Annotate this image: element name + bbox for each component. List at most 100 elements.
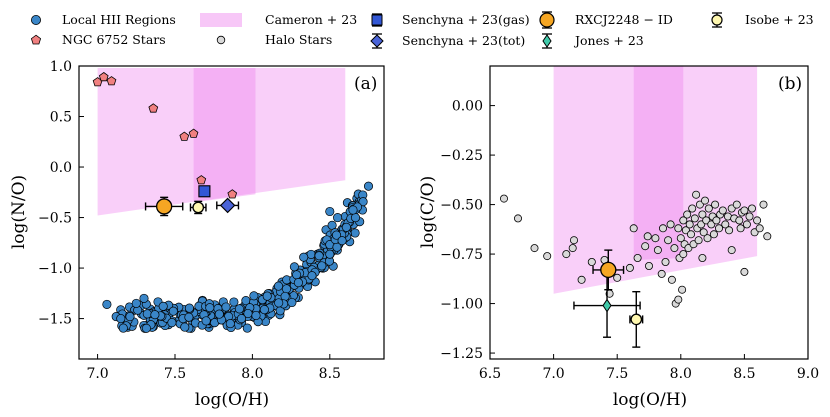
panel-b-ytick-label-1: −0.25 — [440, 148, 483, 164]
legend-marker-senchyna-gas — [371, 14, 383, 26]
halo-star — [745, 212, 754, 221]
halo-star — [701, 196, 710, 205]
panel-b-ytick-label-0: 0.00 — [452, 99, 483, 115]
legend-item-halo: Halo Stars — [216, 32, 332, 47]
halo-star — [694, 236, 703, 245]
halo-star — [651, 234, 660, 243]
legend-marker-jones — [542, 34, 552, 48]
hii-region-point — [141, 323, 151, 333]
halo-star — [718, 206, 727, 215]
panel-b-xtick-label-4: 8.5 — [733, 366, 755, 382]
panel-b-xtick-label-2: 7.5 — [606, 366, 628, 382]
legend-label-jones: Jones + 23 — [573, 33, 644, 48]
legend-item-ngc: NGC 6752 Stars — [30, 32, 166, 47]
hii-region-point — [214, 309, 224, 319]
halo-star — [698, 210, 707, 219]
hii-region-point — [184, 312, 194, 322]
hii-region-point — [280, 291, 290, 301]
hii-region-point — [331, 230, 342, 240]
senchyna-gas-point — [198, 185, 211, 198]
hii-region-point — [293, 278, 303, 288]
hii-region-point — [251, 310, 261, 321]
rxcj2248-point — [156, 198, 173, 215]
halo-star — [699, 228, 708, 237]
hii-region-point — [125, 312, 135, 322]
halo-star — [740, 267, 749, 276]
panel-b-ylabel: log(C/O) — [418, 176, 438, 249]
ngc6752-star — [148, 103, 159, 113]
halo-star — [692, 190, 701, 199]
hii-region-point — [234, 304, 244, 314]
halo-star — [633, 253, 642, 262]
legend-marker-isobe — [711, 14, 723, 26]
isobe-point — [192, 201, 205, 214]
panel-a-tag: (a) — [354, 74, 377, 94]
halo-star — [670, 244, 679, 253]
legend-marker-ngc — [30, 34, 42, 45]
legend-label-halo: Halo Stars — [265, 32, 332, 47]
hii-region-point — [118, 323, 128, 333]
halo-star — [645, 261, 654, 270]
halo-star — [759, 200, 768, 209]
panel-b-bands — [553, 66, 758, 294]
hii-region-point — [142, 309, 152, 319]
hii-region-point — [139, 293, 149, 303]
halo-star — [641, 242, 650, 251]
halo-star — [613, 273, 622, 282]
hii-region-point — [249, 291, 259, 301]
legend-label-senchyna-gas: Senchyna + 23(gas) — [402, 12, 530, 27]
panel-b-ytick-label-3: −0.75 — [440, 247, 483, 263]
halo-star — [688, 204, 697, 213]
panel-b-points — [499, 190, 772, 308]
hii-region-point — [229, 297, 239, 307]
panel-a-ylabel: log(N/O) — [9, 175, 29, 249]
hii-region-point — [292, 270, 302, 280]
panel-b-xtick-label-1: 7.0 — [542, 366, 564, 382]
hii-region-point — [325, 206, 335, 217]
panel-a-frame — [78, 65, 385, 360]
hii-region-point — [221, 302, 231, 312]
hii-region-point — [341, 222, 351, 232]
panel-b-ytick-label-5: −1.25 — [440, 346, 483, 362]
halo-star — [562, 250, 571, 259]
hii-region-point — [274, 298, 284, 308]
panel-b-frame — [489, 65, 809, 360]
panel-b-xtick-label-3: 8.0 — [670, 366, 692, 382]
ngc6752-star — [196, 175, 207, 185]
legend-item-hii: Local HII Regions — [30, 12, 176, 27]
legend-label-rxcj: RXCJ2248 − ID — [575, 12, 673, 27]
halo-star — [763, 232, 772, 241]
halo-star — [679, 216, 688, 225]
halo-star — [721, 220, 730, 229]
hii-region-point — [201, 316, 211, 326]
halo-star — [676, 234, 685, 243]
halo-star — [530, 244, 539, 253]
hii-region-point — [314, 251, 324, 261]
panel-a-ytick-label-5: −1.5 — [38, 312, 72, 328]
halo-star — [725, 226, 734, 235]
halo-star — [678, 285, 687, 294]
hii-region-point — [350, 213, 361, 223]
ngc6752-star — [188, 128, 199, 138]
hii-region-point — [116, 314, 126, 324]
halo-star — [587, 257, 596, 266]
halo-star — [674, 295, 683, 304]
halo-star — [735, 216, 744, 225]
hii-region-point — [180, 322, 190, 332]
panel-a-ytick-label-4: −1.0 — [38, 261, 72, 277]
halo-star — [653, 246, 662, 255]
halo-star — [683, 210, 692, 219]
legend-label-isobe: Isobe + 23 — [745, 12, 814, 27]
halo-star — [704, 204, 713, 213]
panel-b: 6.5 7.0 7.5 8.0 8.5 9.0 0.00 −0.25 −0.50 −0.75 −1.… — [418, 65, 819, 410]
hii-region-point — [150, 310, 160, 320]
hii-region-point — [317, 261, 327, 271]
hii-region-point — [337, 236, 347, 246]
halo-star — [577, 275, 586, 284]
hii-region-point — [167, 318, 177, 328]
halo-star — [755, 224, 764, 233]
ngc6752-star — [106, 76, 117, 86]
panel-b-highlight-points — [573, 249, 644, 348]
halo-star — [674, 224, 683, 233]
senchyna-tot-point — [219, 197, 236, 214]
